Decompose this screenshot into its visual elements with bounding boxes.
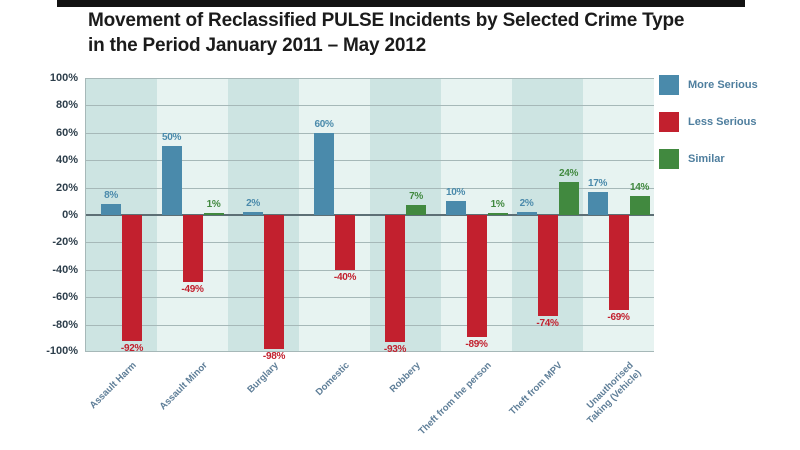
legend: More Serious Less Serious Similar bbox=[659, 75, 758, 186]
zero-line bbox=[86, 214, 654, 216]
bar-more-serious-assault-minor bbox=[161, 146, 182, 215]
bar-value-label: 2% bbox=[519, 198, 534, 209]
gridline bbox=[86, 270, 654, 271]
gridline bbox=[86, 78, 654, 79]
legend-label: More Serious bbox=[688, 79, 758, 91]
x-axis-label-theft-from-the-person: Theft from the person bbox=[416, 360, 494, 438]
plot-area: 8% -92% 50% -49% 1% 2% -98% 60% -40% -93% 7% 10% -89… bbox=[85, 78, 654, 362]
x-axis-label-assault-harm: Assault Harm bbox=[87, 360, 139, 412]
gridline bbox=[86, 325, 654, 326]
gridline bbox=[86, 133, 654, 134]
x-axis: Assault Harm Assault Minor Burglary Domesti… bbox=[85, 360, 653, 440]
gridline bbox=[86, 188, 654, 189]
bar-value-label: -98% bbox=[262, 351, 286, 362]
y-axis-tick-label: -100% bbox=[46, 345, 78, 357]
legend-item-less-serious: Less Serious bbox=[659, 112, 758, 132]
bar-value-label: 10% bbox=[445, 187, 466, 198]
bar-value-label: 8% bbox=[104, 190, 118, 201]
bar-similar-assault-minor bbox=[203, 213, 224, 215]
bar-similar-theft-from-mpv bbox=[558, 182, 579, 215]
bar-value-label: -40% bbox=[333, 272, 357, 283]
bar-value-label: -89% bbox=[465, 339, 488, 350]
x-axis-label-assault-minor: Assault Minor bbox=[157, 360, 210, 413]
gridline bbox=[86, 351, 654, 352]
bar-less-serious-theft-from-mpv bbox=[537, 215, 558, 316]
x-axis-label-domestic: Domestic bbox=[313, 360, 352, 399]
y-axis-tick-label: 60% bbox=[55, 127, 78, 139]
gridline bbox=[86, 105, 654, 106]
y-axis-tick-label: 80% bbox=[55, 99, 78, 111]
bar-less-serious-robbery bbox=[385, 215, 405, 342]
y-axis-tick-label: -60% bbox=[52, 291, 78, 303]
bar-similar-unauthorised-taking-vehicle bbox=[629, 196, 650, 215]
legend-label: Less Serious bbox=[688, 116, 757, 128]
legend-swatch-similar bbox=[659, 149, 679, 169]
bar-value-label: -74% bbox=[536, 318, 559, 329]
y-axis-tick-label: 40% bbox=[55, 154, 78, 166]
y-axis-tick-label: 20% bbox=[55, 182, 78, 194]
legend-item-more-serious: More Serious bbox=[659, 75, 758, 95]
bar-less-serious-domestic bbox=[335, 215, 355, 270]
bar-value-label: 50% bbox=[161, 132, 182, 143]
bar-value-label: -69% bbox=[607, 312, 630, 323]
bar-less-serious-assault-harm bbox=[122, 215, 142, 341]
bar-similar-robbery bbox=[406, 205, 426, 215]
y-axis-tick-label: -80% bbox=[52, 319, 78, 331]
bar-less-serious-theft-from-the-person bbox=[466, 215, 487, 337]
top-decorative-bar bbox=[57, 0, 745, 7]
bar-less-serious-burglary bbox=[264, 215, 284, 349]
y-axis-tick-label: -40% bbox=[52, 264, 78, 276]
bar-value-label: 1% bbox=[206, 199, 221, 210]
bar-value-label: 14% bbox=[629, 182, 650, 193]
y-axis-tick-label: 0% bbox=[62, 209, 78, 221]
gridline bbox=[86, 242, 654, 243]
x-axis-label-robbery: Robbery bbox=[387, 360, 423, 396]
bar-more-serious-burglary bbox=[243, 212, 263, 215]
x-axis-label-theft-from-mpv: Theft from MPV bbox=[506, 360, 565, 418]
bar-value-label: 2% bbox=[246, 198, 260, 209]
gridline bbox=[86, 160, 654, 161]
bar-more-serious-unauthorised-taking-vehicle bbox=[587, 192, 608, 215]
bar-more-serious-assault-harm bbox=[101, 204, 121, 215]
bar-more-serious-theft-from-mpv bbox=[516, 212, 537, 215]
bar-value-label: -93% bbox=[383, 344, 407, 355]
x-axis-label-unauthorised-taking-vehicle: Unauthorised Taking (Vehicle) bbox=[584, 360, 644, 427]
bar-value-label: -92% bbox=[120, 343, 144, 354]
bar-less-serious-assault-minor bbox=[182, 215, 203, 282]
bar-value-label: 60% bbox=[314, 119, 334, 130]
chart-title: Movement of Reclassified PULSE Incidents… bbox=[88, 10, 685, 56]
gridline bbox=[86, 297, 654, 298]
bar-similar-theft-from-the-person bbox=[487, 213, 508, 215]
bar-value-label: 17% bbox=[587, 178, 608, 189]
y-axis-tick-label: 100% bbox=[49, 72, 78, 84]
legend-item-similar: Similar bbox=[659, 149, 758, 169]
bar-more-serious-theft-from-the-person bbox=[445, 201, 466, 215]
bar-value-label: -49% bbox=[181, 284, 204, 295]
bar-value-label: 24% bbox=[558, 168, 579, 179]
bar-more-serious-domestic bbox=[314, 133, 334, 215]
bar-less-serious-unauthorised-taking-vehicle bbox=[608, 215, 629, 310]
legend-swatch-less-serious bbox=[659, 112, 679, 132]
bar-value-label: 1% bbox=[490, 199, 505, 210]
x-axis-label-burglary: Burglary bbox=[244, 360, 281, 396]
legend-swatch-more-serious bbox=[659, 75, 679, 95]
bar-value-label: 7% bbox=[409, 191, 423, 202]
y-axis-tick-label: -20% bbox=[52, 236, 78, 248]
legend-label: Similar bbox=[688, 153, 725, 165]
